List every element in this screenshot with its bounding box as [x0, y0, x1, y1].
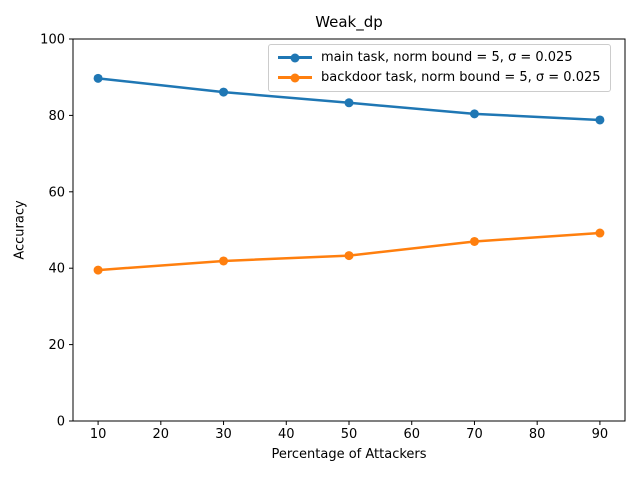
y-tick-label: 80: [48, 109, 65, 124]
chart-title: Weak_dp: [315, 13, 383, 31]
data-point-marker: [469, 109, 479, 119]
legend-entry: main task, norm bound = 5, σ = 0.025: [278, 49, 601, 66]
x-tick-label: 90: [592, 427, 609, 442]
x-tick-label: 50: [341, 427, 358, 442]
data-point-marker: [344, 251, 354, 261]
x-tick-label: 70: [466, 427, 483, 442]
data-point-marker: [469, 236, 479, 246]
y-axis-label: Accuracy: [12, 200, 28, 260]
data-point-marker: [219, 87, 229, 97]
legend-entry: backdoor task, norm bound = 5, σ = 0.025: [278, 69, 601, 86]
x-tick-label: 40: [278, 427, 295, 442]
legend-line-sample: [278, 53, 312, 62]
y-tick-label: 40: [48, 262, 65, 277]
x-tick-label: 10: [90, 427, 107, 442]
legend-marker-icon: [290, 53, 300, 62]
legend-line-sample: [278, 73, 312, 82]
data-point-marker: [93, 73, 103, 83]
data-point-marker: [344, 98, 354, 108]
x-tick-label: 20: [153, 427, 170, 442]
y-tick-label: 20: [48, 338, 65, 353]
data-point-marker: [93, 265, 103, 275]
axes-spines: [72, 38, 626, 422]
y-tick-label: 100: [40, 33, 65, 48]
y-tick-label: 60: [48, 185, 65, 200]
x-tick-label: 60: [403, 427, 420, 442]
legend-label: main task, norm bound = 5, σ = 0.025: [321, 50, 573, 65]
legend-marker-icon: [290, 73, 300, 82]
data-point-marker: [595, 228, 605, 238]
x-tick-label: 80: [529, 427, 546, 442]
legend-label: backdoor task, norm bound = 5, σ = 0.025: [321, 70, 601, 85]
y-tick-label: 0: [57, 415, 65, 430]
data-point-marker: [595, 115, 605, 125]
legend: main task, norm bound = 5, σ = 0.025 back…: [268, 44, 611, 92]
x-axis-label: Percentage of Attackers: [271, 447, 427, 462]
x-tick-label: 30: [215, 427, 232, 442]
data-point-marker: [219, 256, 229, 266]
